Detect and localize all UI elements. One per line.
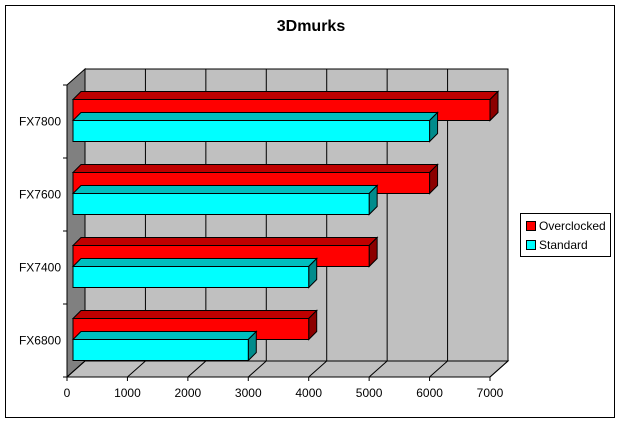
x-tick-label-3000: 3000 — [235, 386, 262, 400]
x-tick-label-1000: 1000 — [114, 386, 141, 400]
bar-standard-fx7600-top — [71, 185, 379, 194]
floor-gridline-7000 — [489, 360, 509, 378]
floor-gridline-1000 — [127, 360, 146, 378]
legend-label-overclocked: Overclocked — [539, 219, 606, 233]
legend: Overclocked Standard — [520, 213, 611, 257]
bar-standard-fx7800-top — [71, 112, 439, 121]
x-tick-label-2000: 2000 — [175, 386, 202, 400]
floor-gridline-6000 — [429, 360, 448, 378]
floor-gridline-2000 — [187, 360, 207, 378]
x-tick-label-5000: 5000 — [356, 386, 383, 400]
bar-overclocked-fx7400-top — [71, 237, 379, 246]
bar-standard-fx6800-top — [71, 331, 258, 340]
bar-overclocked-fx7800-top — [71, 91, 500, 100]
legend-item-standard: Standard — [526, 237, 588, 253]
y-tick-label-fx7800: FX7800 — [19, 115, 61, 129]
bar-overclocked-fx6800-top — [71, 310, 318, 319]
bars — [71, 90, 500, 362]
axes — [63, 84, 491, 381]
legend-swatch-overclocked — [526, 220, 536, 231]
chart-title: 3Dmurks — [276, 18, 346, 35]
legend-item-overclocked: Overclocked — [526, 218, 606, 234]
legend-swatch-standard — [526, 239, 536, 250]
floor-gridline-0 — [66, 360, 86, 378]
bar-standard-fx7400-top — [71, 258, 318, 267]
y-tick-label-fx6800: FX6800 — [19, 334, 61, 348]
floor — [65, 360, 510, 378]
bar-standard-fx7800 — [72, 120, 431, 142]
bar-standard-fx7400 — [72, 266, 310, 288]
y-tick-label-fx7400: FX7400 — [19, 261, 61, 275]
floor-gridline-5000 — [368, 360, 388, 378]
bar-overclocked-fx7600-top — [71, 164, 439, 173]
floor-gridline-3000 — [247, 360, 267, 378]
x-tick-label-4000: 4000 — [295, 386, 322, 400]
floor-gridline-4000 — [308, 360, 328, 378]
y-tick-labels: FX6800 FX7400 FX7600 FX7800 — [19, 115, 61, 348]
x-tick-label-0: 0 — [64, 386, 71, 400]
y-tick-label-fx7600: FX7600 — [19, 188, 61, 202]
x-tick-label-6000: 6000 — [416, 386, 443, 400]
bar-standard-fx7600 — [72, 193, 370, 215]
bar-standard-fx6800 — [72, 339, 249, 361]
x-tick-labels: 0 1000 2000 3000 4000 5000 6000 7000 — [64, 386, 504, 400]
legend-label-standard: Standard — [539, 238, 588, 252]
x-tick-label-7000: 7000 — [477, 386, 504, 400]
